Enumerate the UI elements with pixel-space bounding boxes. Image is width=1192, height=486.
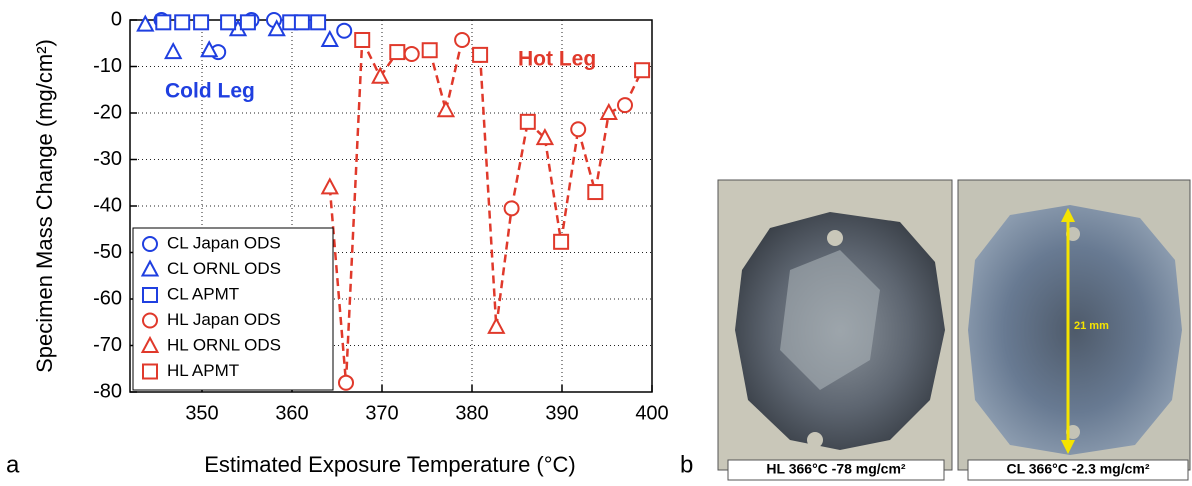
connector (561, 129, 578, 242)
connector (480, 55, 496, 327)
x-tick-label: 390 (545, 402, 578, 424)
marker (311, 15, 325, 29)
marker (175, 15, 189, 29)
marker (489, 319, 504, 333)
connector (346, 40, 362, 383)
marker (505, 201, 519, 215)
marker (390, 45, 404, 59)
photo-hl: HL 366°C -78 mg/cm² (718, 180, 952, 480)
y-tick-label: -30 (93, 148, 122, 170)
marker (156, 15, 170, 29)
marker (322, 32, 337, 46)
marker (241, 15, 255, 29)
figure: a b HL 366°C -78 mg/cm² 21 mm CL 366°C -… (0, 0, 1192, 481)
x-tick-label: 370 (365, 402, 398, 424)
marker (138, 17, 153, 31)
marker (521, 115, 535, 129)
marker (601, 105, 616, 119)
y-axis-label: Specimen Mass Change (mg/cm²) (32, 39, 57, 373)
connector (545, 138, 561, 242)
connector (430, 50, 446, 110)
x-tick-label: 400 (635, 402, 668, 424)
marker (635, 63, 649, 77)
marker (554, 235, 568, 249)
marker (337, 24, 351, 38)
y-tick-label: -70 (93, 334, 122, 356)
marker (438, 102, 453, 116)
x-tick-label: 350 (185, 402, 218, 424)
marker (405, 47, 419, 61)
connector (496, 208, 511, 327)
annotation: Cold Leg (165, 80, 255, 103)
y-tick-label: -40 (93, 194, 122, 216)
y-tick-label: -80 (93, 380, 122, 402)
marker (618, 98, 632, 112)
photo-cl: 21 mm CL 366°C -2.3 mg/cm² (958, 180, 1190, 480)
legend-label: HL APMT (167, 361, 239, 380)
legend-label: CL Japan ODS (167, 233, 281, 252)
photo-caption: HL 366°C -78 mg/cm² (766, 461, 906, 477)
marker (423, 43, 437, 57)
x-tick-label: 380 (455, 402, 488, 424)
marker (194, 15, 208, 29)
marker (455, 33, 469, 47)
connector (578, 129, 595, 192)
photo-caption: CL 366°C -2.3 mg/cm² (1006, 461, 1149, 477)
marker (588, 185, 602, 199)
marker (473, 48, 487, 62)
y-tick-label: -60 (93, 287, 122, 309)
connector (595, 113, 609, 192)
y-tick-label: -10 (93, 55, 122, 77)
connector (446, 40, 462, 110)
marker (322, 179, 337, 193)
connector (512, 122, 528, 208)
panel-label: a (6, 451, 20, 478)
y-tick-label: -20 (93, 101, 122, 123)
legend-label: CL APMT (167, 284, 239, 303)
marker (571, 122, 585, 136)
y-tick-label: 0 (111, 8, 122, 30)
annotation: Hot Leg (518, 48, 596, 71)
x-tick-label: 360 (275, 402, 308, 424)
panel-label: b (680, 451, 693, 478)
marker (221, 15, 235, 29)
x-axis-label: Estimated Exposure Temperature (°C) (204, 452, 576, 477)
legend-label: CL ORNL ODS (167, 259, 281, 278)
legend-label: HL Japan ODS (167, 310, 281, 329)
marker (295, 15, 309, 29)
scale-label: 21 mm (1074, 320, 1109, 332)
legend-label: HL ORNL ODS (167, 335, 281, 354)
marker (355, 33, 369, 47)
marker (166, 44, 181, 58)
y-tick-label: -50 (93, 241, 122, 263)
marker (339, 376, 353, 390)
